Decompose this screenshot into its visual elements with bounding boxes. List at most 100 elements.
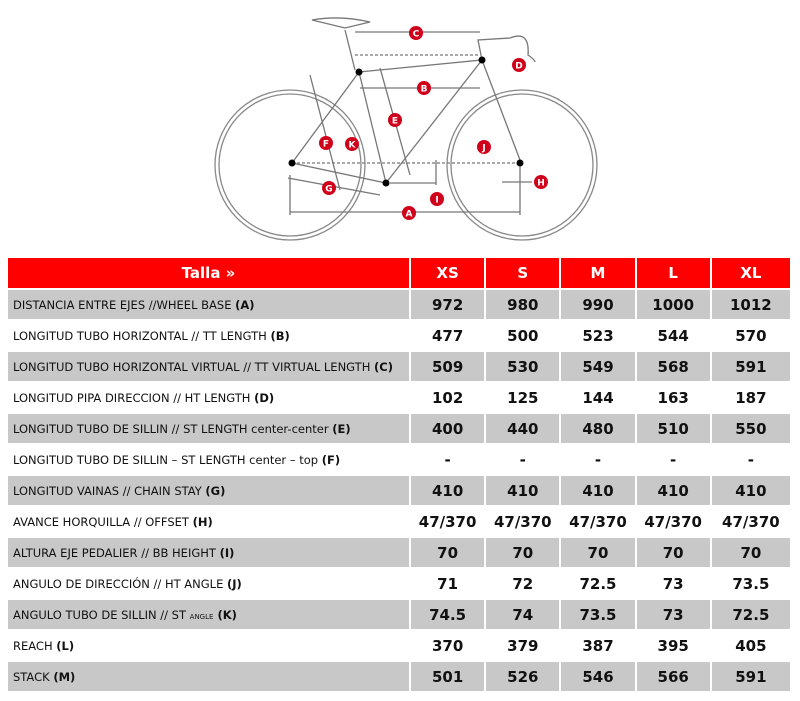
svg-text:H: H [537,179,545,189]
marker-e: E [388,113,402,127]
cell-value: - [486,445,562,476]
cell-value: 74 [486,600,562,631]
cell-value: 566 [636,662,712,693]
svg-text:E: E [392,117,398,127]
cell-value: 570 [711,321,790,352]
marker-f: F [319,136,333,150]
cell-value: 990 [561,290,637,321]
svg-text:J: J [481,144,485,154]
row-label-text: ALTURA EJE PEDALIER // BB HEIGHT [13,545,220,560]
table-row: LONGITUD TUBO HORIZONTAL // TT LENGTH (B… [8,321,790,352]
cell-value: 379 [486,631,562,662]
cell-value: 591 [711,352,790,383]
row-label: LONGITUD TUBO DE SILLIN – ST LENGTH cent… [8,445,412,476]
cell-value: 72.5 [561,569,637,600]
cell-value: 102 [411,383,487,414]
cell-value: 370 [411,631,487,662]
cell-value: 74.5 [411,600,487,631]
svg-text:B: B [421,85,428,95]
cell-value: 72 [486,569,562,600]
row-label: LONGITUD TUBO HORIZONTAL // TT LENGTH (B… [8,321,412,352]
cell-value: 70 [561,538,637,569]
row-code: (C) [374,359,393,374]
cell-value: 395 [636,631,712,662]
cell-value: 477 [411,321,487,352]
row-code: (D) [254,390,275,405]
table-row: REACH (L) 370 379 387 395 405 [8,631,790,662]
row-code: (E) [332,421,351,436]
svg-text:I: I [435,196,438,206]
cell-value: 440 [486,414,562,445]
row-code: (G) [205,483,226,498]
cell-value: - [561,445,637,476]
row-label-text: REACH [13,638,57,653]
cell-value: 410 [561,476,637,507]
marker-d: D [512,58,526,72]
cell-value: 73 [636,569,712,600]
cell-value: 47/370 [561,507,637,538]
table-row: ANGULO DE DIRECCIÓN // HT ANGLE (J) 71 72 7… [8,569,790,600]
cell-value: 526 [486,662,562,693]
cell-value: 1012 [711,290,790,321]
row-label: STACK (M) [8,662,412,693]
marker-c: C [409,26,423,40]
cell-value: 163 [636,383,712,414]
svg-text:A: A [406,210,413,220]
cell-value: 70 [711,538,790,569]
marker-b: B [417,81,431,95]
cell-value: 125 [486,383,562,414]
cell-value: 500 [486,321,562,352]
cell-value: 70 [636,538,712,569]
cell-value: 523 [561,321,637,352]
row-label-text: STACK [13,669,54,684]
table-row: LONGITUD TUBO HORIZONTAL VIRTUAL // TT V… [8,352,790,383]
row-code: (F) [321,452,341,467]
row-label-text: ANGULO TUBO DE SILLIN // ST [13,607,190,622]
table-row: ANGULO TUBO DE SILLIN // ST ANGLE (K) 74.… [8,600,790,631]
cell-value: 71 [411,569,487,600]
table-row: LONGITUD TUBO DE SILLIN – ST LENGTH cent… [8,445,790,476]
marker-h: H [534,175,548,189]
row-label-text: AVANCE HORQUILLA // OFFSET [13,514,193,529]
row-label: LONGITUD TUBO HORIZONTAL VIRTUAL // TT V… [8,352,412,383]
cell-value: 410 [411,476,487,507]
cell-value: 400 [411,414,487,445]
size-xl: XL [711,258,790,290]
size-xs: XS [411,258,487,290]
cell-value: 47/370 [486,507,562,538]
cell-value: 1000 [636,290,712,321]
cell-value: 73.5 [561,600,637,631]
cell-value: 144 [561,383,637,414]
geometry-table: Talla » XS S M L XL DISTANCIA ENTRE EJES… [8,258,790,693]
cell-value: 410 [486,476,562,507]
cell-value: 972 [411,290,487,321]
cell-value: 480 [561,414,637,445]
table-header: Talla » XS S M L XL [8,258,790,290]
table-row: DISTANCIA ENTRE EJES //WHEEL BASE (A) 972… [8,290,790,321]
marker-i: I [430,192,444,206]
cell-value: 405 [711,631,790,662]
cell-value: 47/370 [411,507,487,538]
row-code: (L) [56,638,75,653]
row-label-subscript: ANGLE [189,612,214,621]
row-label-text: LONGITUD TUBO DE SILLIN // ST LENGTH cen… [13,421,333,436]
row-label: ANGULO TUBO DE SILLIN // ST ANGLE (K) [8,600,412,631]
size-l: L [636,258,712,290]
cell-value: - [636,445,712,476]
cell-value: 70 [486,538,562,569]
size-m: M [561,258,637,290]
cell-value: 544 [636,321,712,352]
cell-value: 73.5 [711,569,790,600]
svg-text:K: K [349,141,357,151]
table-row: AVANCE HORQUILLA // OFFSET (H) 47/370 47/3… [8,507,790,538]
cell-value: - [411,445,487,476]
bike-geometry-diagram: A B C D E F G H I J K [214,17,598,241]
cell-value: 47/370 [636,507,712,538]
cell-value: 187 [711,383,790,414]
cell-value: 410 [711,476,790,507]
row-label: LONGITUD PIPA DIRECCION // HT LENGTH (D) [8,383,412,414]
cell-value: 549 [561,352,637,383]
marker-k: K [345,137,359,151]
row-label-text: LONGITUD PIPA DIRECCION // HT LENGTH [13,390,255,405]
svg-text:F: F [323,140,329,150]
